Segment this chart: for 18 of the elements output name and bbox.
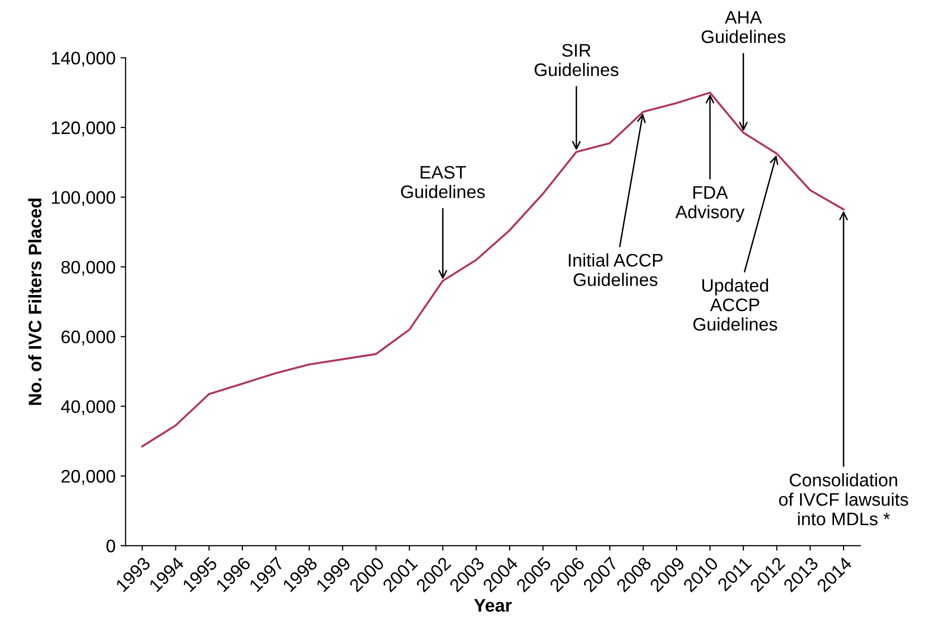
y-tick-label: 120,000 — [52, 121, 116, 136]
annotation: Updated ACCP Guidelines — [693, 278, 778, 331]
y-tick-label: 140,000 — [52, 52, 116, 67]
y-tick-label: 40,000 — [61, 400, 116, 416]
annotation: AHA Guidelines — [702, 11, 786, 44]
line-series — [141, 92, 845, 448]
y-tick-label: 100,000 — [52, 191, 116, 206]
y-tick-label: 20,000 — [62, 470, 116, 485]
annotation: Consolidation of IVCF lawsuits into MDLs * — [779, 473, 908, 526]
y-axis-title: No. of IVC Filters Placed — [28, 198, 42, 405]
annotation: EAST Guidelines — [401, 166, 485, 198]
annotation: Initial ACCP Guidelines — [568, 253, 663, 286]
x-axis-title: Year — [474, 599, 512, 612]
y-tick-label: 80,000 — [61, 260, 116, 276]
y-tick-label: 60,000 — [62, 330, 116, 346]
annotation: FDA Advisory — [675, 186, 745, 222]
y-tick-label: 0 — [106, 540, 116, 552]
annotation: SIR Guidelines — [534, 44, 618, 76]
